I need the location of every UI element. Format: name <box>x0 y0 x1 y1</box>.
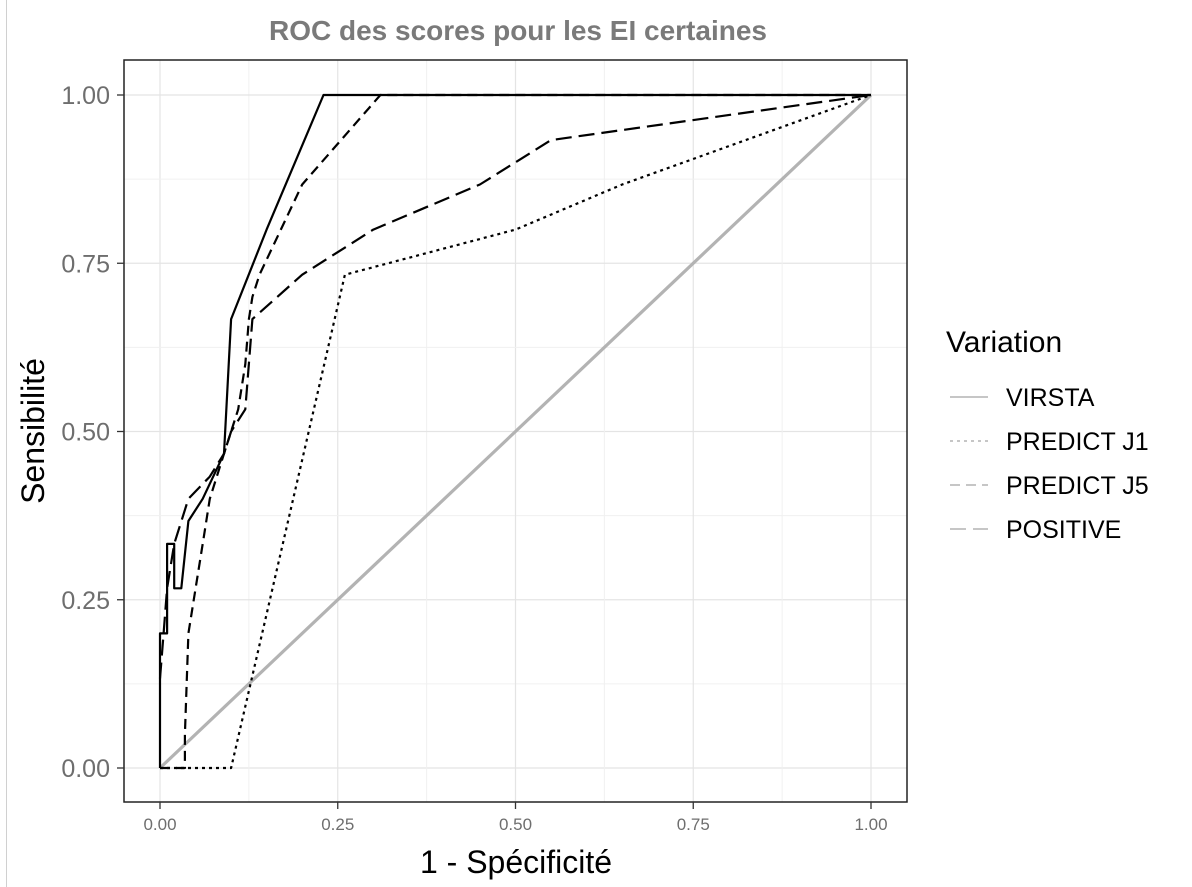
legend-entries: VIRSTA PREDICT J1 PREDICT J5 POSITIVE <box>950 384 1149 544</box>
series-line-predict-j5-2 <box>160 93 871 770</box>
series-line-virsta-0 <box>158 93 873 770</box>
series-line-predict-j1-1 <box>160 93 872 770</box>
x-axis-label: 1 - Spécificité <box>420 844 612 880</box>
grid-lines <box>124 60 907 802</box>
x-tick-label: 0.00 <box>143 815 176 834</box>
y-tick-label: 0.00 <box>61 755 110 783</box>
x-tick-label: 0.75 <box>677 815 710 834</box>
legend-label: PREDICT J1 <box>1006 428 1149 456</box>
y-tick-label: 0.50 <box>61 419 110 447</box>
series-line-unnamed-4 <box>158 93 871 768</box>
y-axis-ticks: 0.00 0.25 0.50 0.75 1.00 <box>61 82 124 783</box>
x-axis-ticks: 0.00 0.25 0.50 0.75 1.00 <box>143 802 888 834</box>
left-border-line <box>6 0 7 887</box>
series-line-positive-3 <box>158 93 872 679</box>
legend-label: PREDICT J5 <box>1006 472 1149 500</box>
series-lines <box>158 93 873 770</box>
x-tick-label: 0.25 <box>321 815 354 834</box>
y-axis-label: Sensibilité <box>15 358 51 504</box>
x-tick-label: 1.00 <box>854 815 887 834</box>
chart-title: ROC des scores pour les EI certaines <box>269 15 767 46</box>
y-tick-label: 1.00 <box>61 82 110 110</box>
legend-title: Variation <box>946 326 1062 359</box>
legend-label: POSITIVE <box>1006 516 1121 544</box>
y-tick-label: 0.25 <box>61 587 110 615</box>
y-tick-label: 0.75 <box>61 250 110 278</box>
legend-label: VIRSTA <box>1006 384 1095 412</box>
x-tick-label: 0.50 <box>499 815 532 834</box>
legend: Variation VIRSTA PREDICT J1 PREDICT J5 POSI… <box>946 326 1149 544</box>
